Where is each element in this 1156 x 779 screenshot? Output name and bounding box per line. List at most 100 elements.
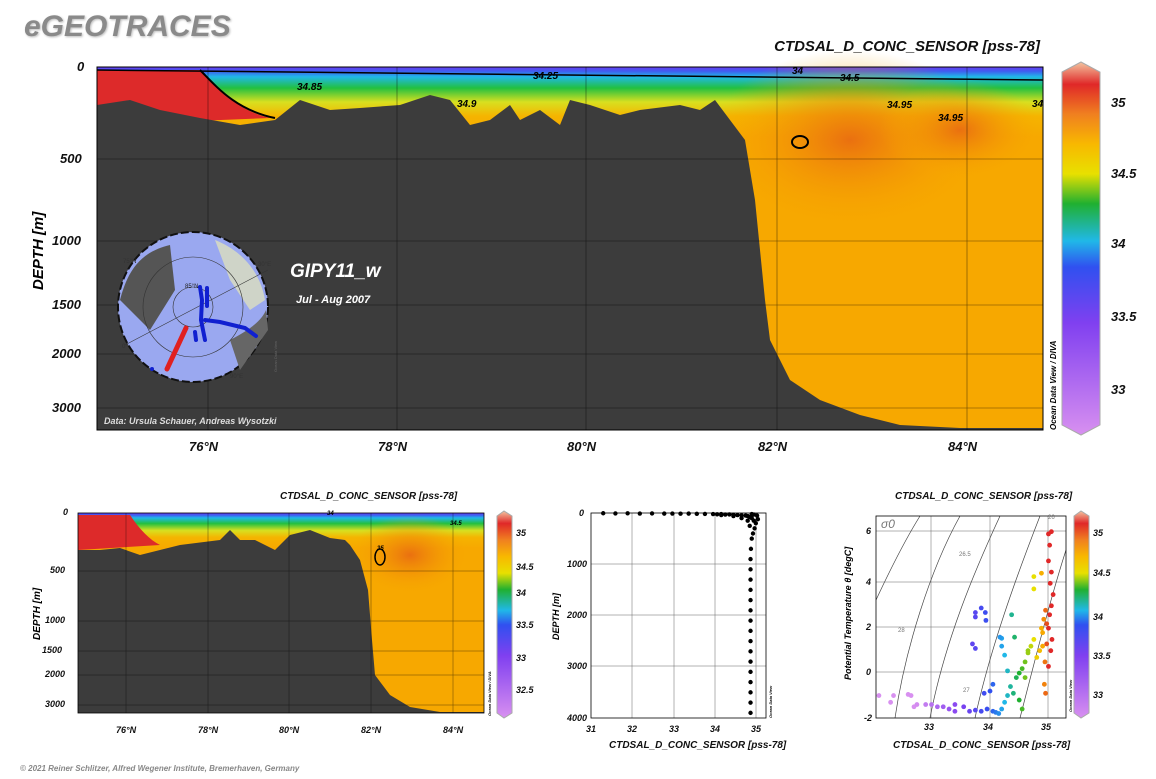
ts-point [1019,666,1025,672]
ts-point [1047,580,1053,586]
xtick: 84°N [443,725,464,735]
profile-point [731,513,736,519]
ts-point [1046,558,1051,564]
profile-point [748,597,753,603]
cbar-tick: 34.5 [1093,568,1111,578]
contour-label: 34 [1032,99,1044,110]
profile-point [649,511,655,516]
xtick: 33 [669,724,680,734]
ts-point [1046,531,1051,537]
profile-point [752,526,757,531]
profile-point [670,511,675,516]
profile-point [749,511,754,517]
ts-point [1039,625,1044,631]
contour-label: 35 [377,546,384,552]
profile-point [637,511,643,516]
ts-point [972,610,978,615]
ytick: 1000 [52,233,81,248]
profile-point [748,700,753,705]
cbar-tick: 34.5 [1111,166,1137,181]
profile-x-label: CTDSAL_D_CONC_SENSOR [pss-78] [609,740,787,751]
ts-point [1047,612,1053,618]
ytick: 4000 [567,713,588,723]
profile-point [748,679,753,685]
ytick: -2 [864,713,873,723]
ts-point [1010,690,1016,696]
ts-point [1019,706,1025,712]
contour-label: 34.5 [840,73,860,84]
cbar-tick: 34 [1093,612,1104,622]
ts-point [1012,634,1017,640]
ts-point [908,693,914,698]
profile-point [748,638,753,644]
ts-point [1008,684,1013,689]
greenland-land [120,245,175,330]
ts-point [1031,637,1037,642]
ytick: 0 [77,59,85,74]
xtick: 82°N [758,439,788,454]
ts-point [1042,659,1048,665]
contour-35 [199,69,276,119]
profile-point [662,511,667,516]
profile-point [748,690,753,695]
ts-point [1031,574,1037,579]
cruise-label: GIPY11_w [290,261,381,282]
ts-point [967,708,972,714]
ytick: 3000 [567,661,588,671]
odv-watermark: Ocean Data View [1068,679,1073,712]
contour-label: 34.85 [297,82,323,93]
profile-point [625,511,630,516]
brand-logo: eGEOTRACES [24,10,231,43]
profile-point [727,512,732,517]
odv-watermark: Ocean Data View / DIVA [1049,340,1058,430]
ts-point [1040,643,1046,649]
ytick: 0 [63,507,69,517]
xtick: 35 [1041,722,1052,732]
ytick: 500 [60,151,82,166]
isopycnal-label: 27 [963,688,970,694]
profile-point [755,516,761,522]
ts-point [1047,542,1053,548]
main-y-label: DEPTH [m] [30,211,47,290]
odv-watermark: Ocean Data View [768,685,773,718]
profile-point [753,521,759,526]
ts-point [914,702,920,707]
profile-point [601,511,606,516]
ts-point [961,704,967,710]
contour-label: 34.95 [887,100,913,111]
ts-point [1016,697,1022,703]
profile-point [710,511,716,517]
ytick: 2000 [45,669,66,679]
ts-point [1046,625,1051,631]
profile-grid [591,513,766,718]
profile-point [748,628,753,634]
cbar-tick: 33.5 [516,620,534,630]
cbar-tick: 33.5 [1093,651,1111,661]
small-colorbar [496,510,513,719]
xtick: 76°N [189,439,219,454]
cbar-tick: 33 [1111,382,1126,397]
contour-35-closed [791,135,809,149]
profile-point [694,511,700,517]
xtick: 84°N [948,439,978,454]
ts-point [1025,648,1031,654]
isopycnal-label: 28 [898,628,905,634]
map-label: 85°N [185,284,199,290]
contour-label: 34 [327,511,334,517]
ts-point [1013,675,1019,680]
ts-frame [875,515,1067,719]
ts-point [1039,570,1044,576]
ts-point [1040,630,1046,636]
ts-point [1028,643,1034,649]
cbar-tick: 35 [1111,95,1126,110]
bathymetry [97,95,1043,430]
ts-point [1043,607,1048,613]
ts-point [996,711,1002,716]
ts-point [1044,641,1050,647]
ts-point [999,706,1005,712]
isopycnal-label: 26.5 [959,552,971,558]
contour-label: 34.9 [457,99,477,110]
cbar-tick: 35 [516,528,527,538]
ts-point [990,681,996,687]
profile-point [678,511,683,516]
